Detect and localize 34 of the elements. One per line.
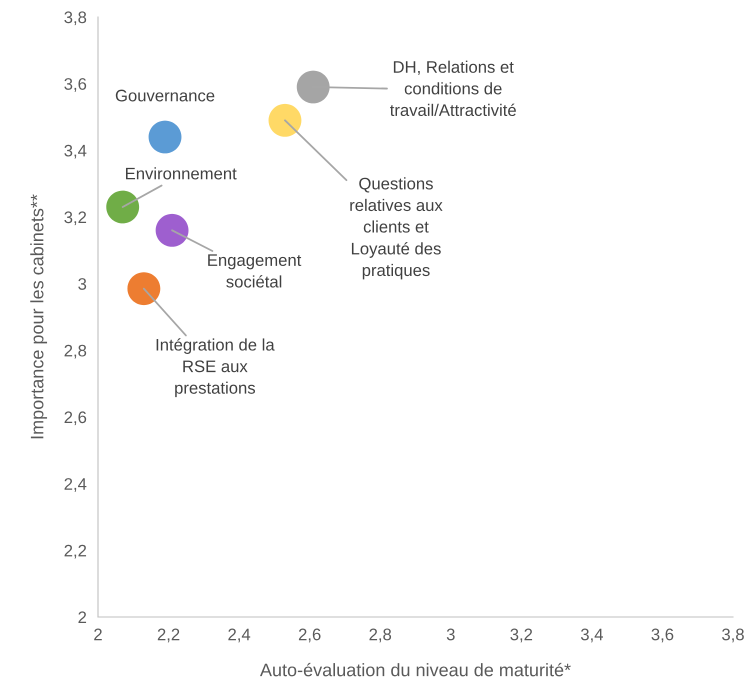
point	[106, 190, 140, 224]
y-tick-label: 2	[78, 611, 86, 624]
series-label: Gouvernance	[116, 90, 214, 102]
x-tick-label: 3,8	[722, 628, 744, 642]
series-label: Environnement	[126, 167, 237, 180]
y-tick-label: 3,6	[64, 78, 86, 92]
x-tick-label: 3,6	[651, 628, 674, 642]
point	[268, 104, 302, 137]
text: Questions relatives aux clients et Loyauté des pratiques	[350, 177, 443, 280]
legend-label: DH, Relations et conditions de travail/Attractivité	[390, 60, 516, 116]
y-axis-title: Importance pour les cabinets**	[30, 194, 48, 438]
point	[296, 70, 330, 104]
y-tick-label: 2,6	[64, 411, 86, 426]
series-label: Engagement sociétal	[208, 254, 302, 288]
x-tick-label: 2,8	[369, 628, 392, 642]
x-tick-label: 2	[94, 628, 102, 640]
y-tick-label: 3,4	[64, 144, 86, 159]
x-axis-title: Auto-évaluation du niveau de maturité*	[260, 662, 571, 676]
y-tick-label: 2,8	[64, 344, 86, 359]
text: Intégration de la RSE aux prestations	[156, 338, 275, 398]
y-tick-label: 3,8	[64, 11, 86, 26]
y-tick-label: 3	[78, 278, 86, 290]
point	[156, 214, 189, 247]
y-tick-label: 2,2	[64, 544, 86, 559]
y-tick-label: 2,4	[64, 478, 86, 492]
point	[148, 120, 182, 154]
x-tick-label: 2,4	[228, 628, 250, 642]
y-tick-label: 3,2	[64, 211, 86, 226]
x-tick-label: 2,6	[298, 628, 321, 642]
x-tick-label: 3	[446, 628, 455, 640]
point	[127, 272, 160, 306]
x-tick-label: 3,4	[580, 628, 603, 642]
x-tick-label: 3,2	[510, 628, 532, 642]
x-tick-label: 2,2	[158, 628, 180, 642]
